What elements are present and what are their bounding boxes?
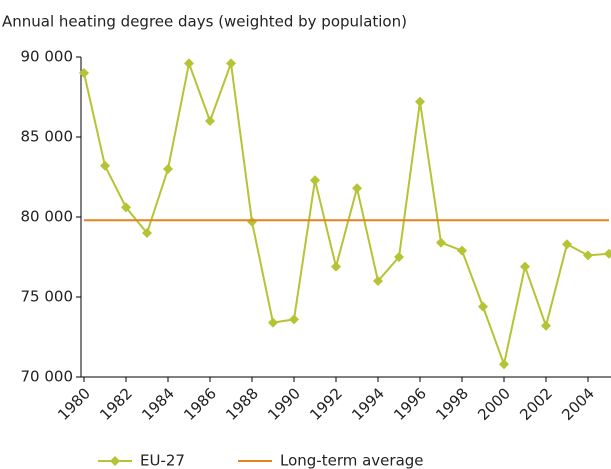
- legend-marker: [110, 456, 120, 466]
- data-point: [331, 261, 341, 272]
- data-point: [163, 164, 173, 174]
- data-point: [100, 160, 110, 171]
- x-tick-label: 1992: [306, 384, 346, 424]
- data-point: [415, 96, 425, 107]
- data-point: [604, 248, 611, 259]
- data-point: [289, 314, 299, 325]
- data-point: [583, 250, 593, 261]
- y-tick-label: 70 000: [21, 368, 74, 386]
- data-point: [247, 216, 257, 227]
- data-point: [268, 317, 278, 328]
- data-point: [478, 301, 488, 312]
- x-tick-label: 1980: [54, 384, 94, 424]
- x-tick-label: 1984: [138, 384, 178, 424]
- x-tick-label: 2002: [516, 384, 556, 424]
- data-point: [310, 175, 320, 186]
- data-point: [373, 276, 383, 286]
- x-tick-label: 1996: [390, 384, 430, 424]
- x-tick-label: 2004: [558, 384, 598, 424]
- x-tick-label: 2000: [474, 384, 514, 424]
- y-tick-label: 80 000: [21, 208, 74, 226]
- x-tick-label: 1982: [96, 384, 136, 424]
- y-tick-label: 85 000: [21, 128, 74, 146]
- x-tick-label: 1986: [180, 384, 220, 424]
- data-point: [184, 58, 194, 69]
- y-tick-label: 90 000: [21, 48, 74, 66]
- y-tick-label: 75 000: [21, 288, 74, 306]
- data-point: [394, 252, 404, 262]
- data-point: [562, 239, 572, 250]
- x-tick-label: 1994: [348, 384, 388, 424]
- data-point: [541, 320, 551, 331]
- data-point: [520, 261, 530, 272]
- data-point: [499, 359, 509, 370]
- x-tick-label: 1988: [222, 384, 262, 424]
- data-point: [457, 245, 467, 256]
- data-point: [226, 58, 236, 69]
- data-point: [205, 116, 215, 126]
- data-point: [79, 68, 89, 78]
- x-tick-label: 1998: [432, 384, 472, 424]
- series-line: [83, 59, 610, 368]
- chart-title: Annual heating degree days (weighted by …: [2, 13, 407, 31]
- legend-label: Long-term average: [280, 452, 424, 469]
- data-point: [121, 202, 131, 213]
- data-point: [142, 228, 152, 238]
- x-tick-label: 1990: [264, 384, 304, 424]
- data-point: [352, 183, 362, 194]
- data-point: [436, 237, 446, 248]
- legend-label: EU-27: [140, 452, 185, 469]
